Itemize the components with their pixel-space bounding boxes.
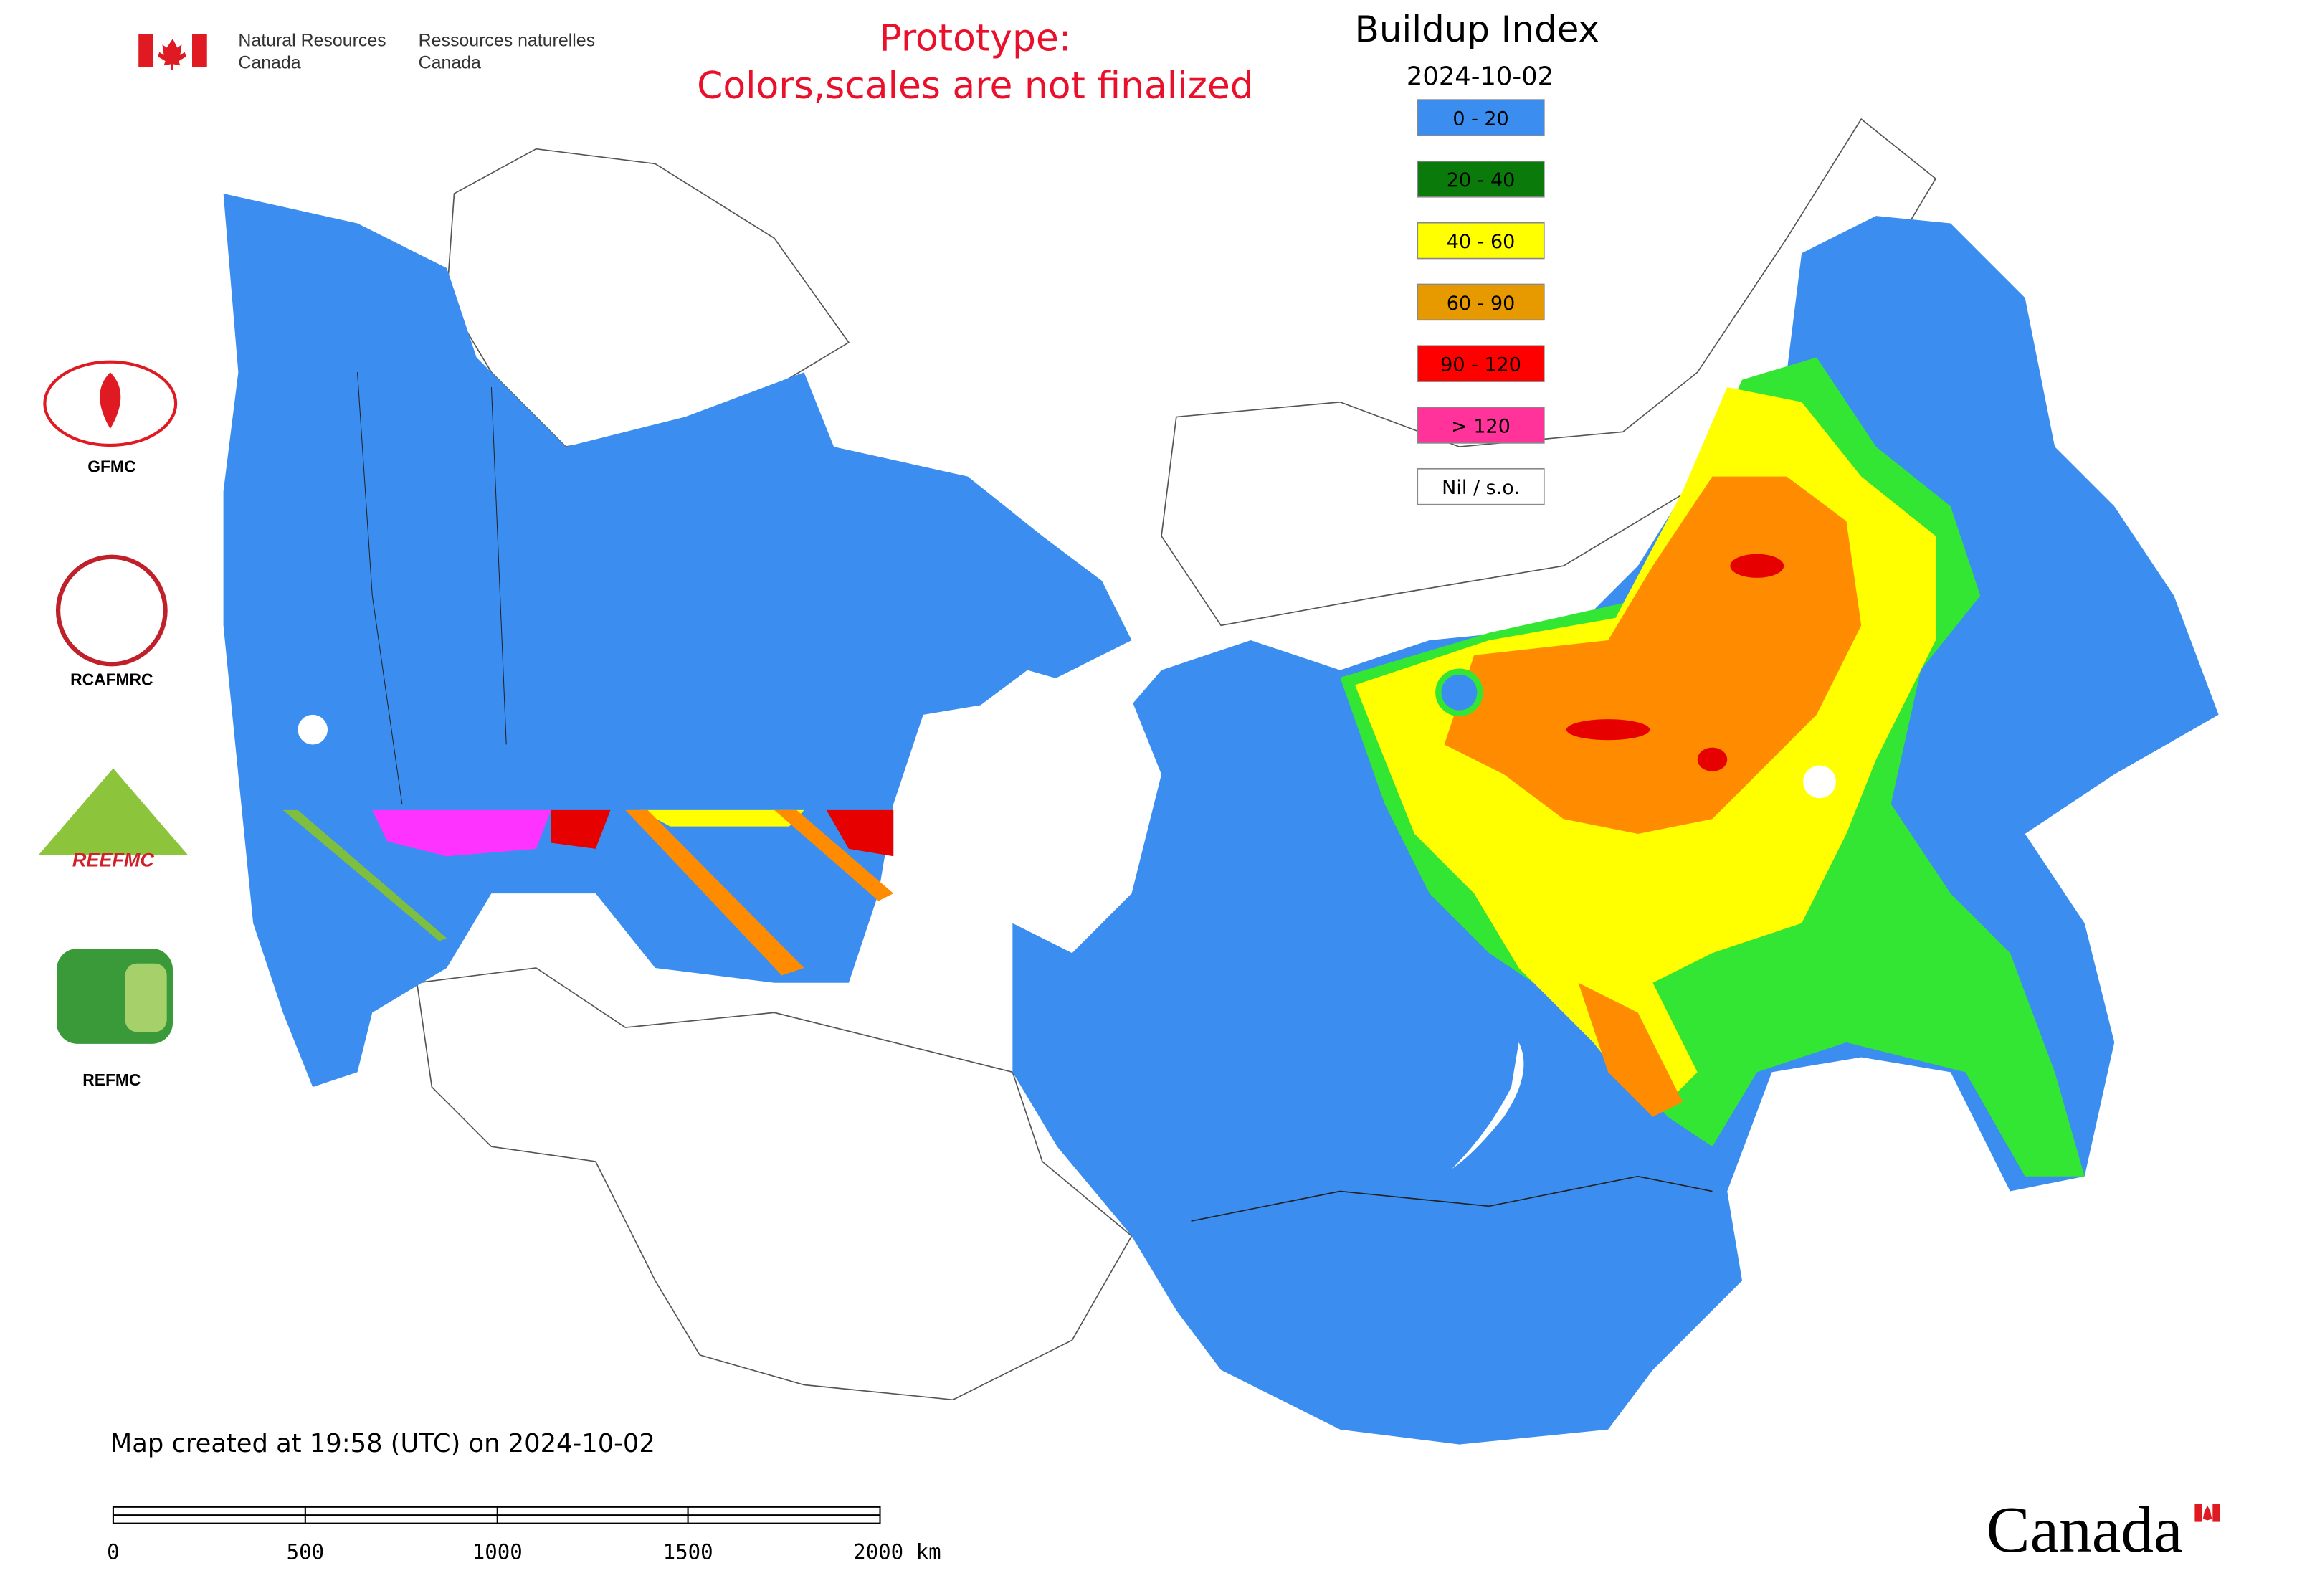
legend-title: Buildup Index [1355, 9, 1599, 50]
region-red [1566, 719, 1650, 741]
flag-bar [2212, 1504, 2220, 1522]
region-red [826, 809, 894, 857]
logo-label: RCAFMRC [70, 670, 153, 688]
agency-en: Natural Resources [238, 30, 386, 50]
legend-swatch [1417, 283, 1545, 321]
region-magenta [372, 809, 551, 857]
region-yellow [640, 809, 804, 827]
legend-label: 20 - 40 [1447, 169, 1516, 191]
scale-label: 0 [107, 1539, 120, 1564]
legend-label: 0 - 20 [1452, 108, 1508, 130]
logo-gfmc [43, 360, 178, 447]
notice-line: Prototype: [879, 17, 1071, 60]
flag-bar [2194, 1504, 2202, 1522]
legend-label: 60 - 90 [1447, 293, 1516, 315]
land-outline [416, 967, 1133, 1401]
logo-reefmc [39, 768, 188, 855]
scale-bar: 0 500 1000 1500 2000 km [107, 1506, 941, 1564]
legend-label: Nil / s.o. [1442, 477, 1520, 499]
map [223, 118, 2219, 1445]
scale-label: 2000 km [853, 1539, 941, 1564]
region-red [1697, 747, 1728, 771]
region-red [551, 809, 611, 849]
legend-swatch [1417, 99, 1545, 136]
maple-leaf [2202, 1505, 2212, 1521]
streak [282, 809, 447, 941]
maple-leaf [158, 38, 186, 70]
flag-bar [138, 34, 153, 67]
agency-fr: Canada [419, 53, 481, 73]
legend: 0 - 20 20 - 40 40 - 60 60 - 90 90 - 120 > 120… [1417, 99, 1545, 505]
region-blue [223, 193, 1132, 1088]
region-orange [774, 809, 894, 901]
region-orange [1578, 982, 1683, 1117]
logo-flame [100, 372, 121, 429]
legend-date: 2024-10-02 [1407, 62, 1554, 91]
legend-swatch [1417, 161, 1545, 198]
legend-swatch [1417, 467, 1545, 505]
region-orange [625, 809, 804, 976]
legend-swatch [1417, 222, 1545, 260]
scale-label: 1000 [472, 1539, 523, 1564]
scale-label: 1500 [663, 1539, 713, 1564]
water [298, 714, 328, 745]
logo-rcafmrc [55, 554, 168, 667]
logo-refmc-part [125, 963, 167, 1032]
logos: GFMC RCAFMRC REEFMC REFMC [39, 360, 188, 1089]
legend-label: > 120 [1451, 415, 1511, 437]
legend-swatch [1417, 345, 1545, 382]
wordmark-flag [2194, 1504, 2220, 1522]
ring [1435, 668, 1483, 716]
legend-label: 90 - 120 [1440, 354, 1521, 376]
canada-wordmark: Canada [1987, 1493, 2183, 1566]
logo-label: GFMC [87, 457, 135, 475]
water [1803, 765, 1836, 799]
notice-line: Colors,scales are not finalized [697, 65, 1254, 108]
agency-en: Canada [238, 53, 300, 73]
border [1191, 1175, 1713, 1222]
logo-label: REEFMC [72, 850, 154, 871]
nrcan-signature: Natural Resources Canada Ressources natu… [138, 30, 595, 73]
flag-bar [191, 34, 207, 67]
legend-swatch [1417, 407, 1545, 444]
region-red [1730, 554, 1784, 578]
logo-label: REFMC [82, 1070, 141, 1089]
water [938, 670, 1162, 954]
legend-label: 40 - 60 [1447, 231, 1516, 253]
scale-label: 500 [287, 1539, 325, 1564]
created-note: Map created at 19:58 (UTC) on 2024-10-02 [110, 1429, 655, 1458]
water [1452, 1042, 1524, 1169]
agency-fr: Ressources naturelles [419, 30, 595, 50]
border [357, 372, 507, 804]
